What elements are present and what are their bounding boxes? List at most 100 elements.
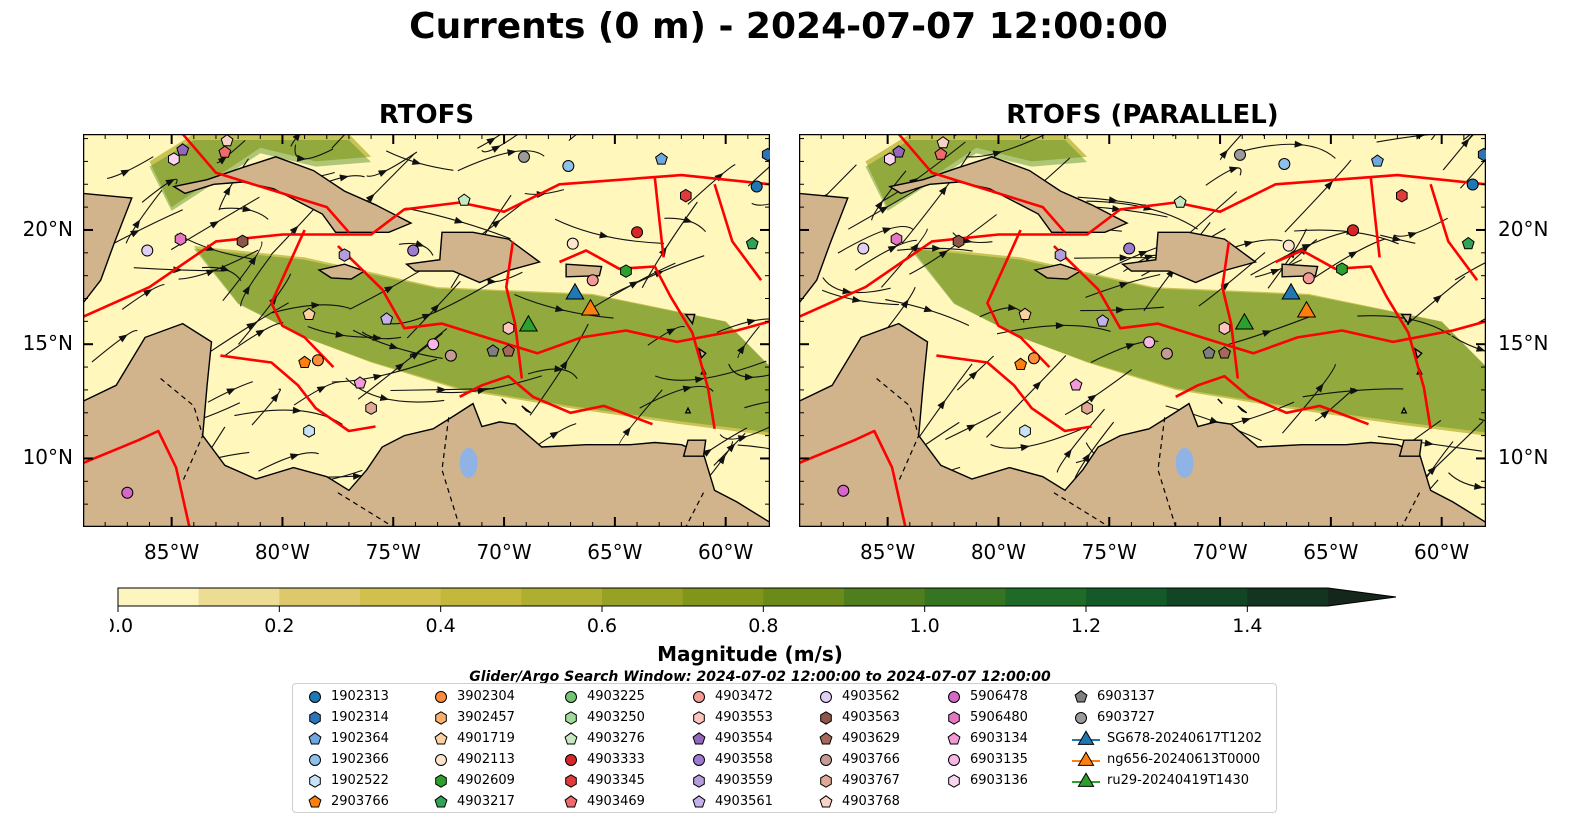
platform-marker-4903559[interactable] <box>1054 248 1067 262</box>
platform-marker-5906480[interactable] <box>174 232 187 246</box>
map-panel-rtofs-parallel[interactable] <box>799 134 1486 527</box>
current-speed-core <box>149 140 372 211</box>
legend-item: 6903135 <box>944 749 1028 770</box>
platform-marker-1902313[interactable] <box>750 180 763 193</box>
platform-marker-4902113[interactable] <box>566 237 579 250</box>
platform-marker-1902313[interactable] <box>1466 178 1479 191</box>
platform-marker-4902609[interactable] <box>1336 262 1348 276</box>
platform-marker-4903469[interactable] <box>218 145 232 158</box>
platform-marker-5906478[interactable] <box>121 486 134 499</box>
platform-marker-1902364[interactable] <box>1371 154 1384 167</box>
platform-marker-4903554[interactable] <box>176 143 190 156</box>
platform-marker-3902304[interactable] <box>1027 352 1040 365</box>
platform-marker-1902314[interactable] <box>1477 147 1486 162</box>
platform-marker-4903559[interactable] <box>338 248 351 262</box>
platform-marker-6903137[interactable] <box>1202 346 1216 359</box>
platform-marker-4903472[interactable] <box>586 274 599 287</box>
platform-marker-6903136[interactable] <box>168 152 180 166</box>
platform-marker-4903345[interactable] <box>1396 188 1408 203</box>
platform-marker-4903217[interactable] <box>1461 236 1475 250</box>
platform-marker-4903561[interactable] <box>1096 314 1110 327</box>
legend-marker-icon <box>819 794 833 807</box>
platform-marker-4903469[interactable] <box>934 147 948 160</box>
platform-marker-ng656-20240613T0000[interactable] <box>580 298 601 316</box>
platform-marker-4903629[interactable] <box>502 344 515 357</box>
flow-arrow <box>554 365 564 373</box>
platform-marker-4903563[interactable] <box>236 234 249 249</box>
platform-marker-3902304[interactable] <box>311 354 324 367</box>
platform-marker-4903562[interactable] <box>141 244 154 257</box>
platform-marker-5906480[interactable] <box>890 232 903 246</box>
platform-marker-6903727[interactable] <box>1234 148 1247 161</box>
legend-item: 4903345 <box>561 770 645 791</box>
platform-marker-4903217[interactable] <box>745 236 759 250</box>
platform-marker-1902364[interactable] <box>655 152 668 165</box>
platform-marker-6903135[interactable] <box>1143 336 1156 349</box>
platform-marker-4903767[interactable] <box>365 401 377 415</box>
platform-marker-1902366[interactable] <box>562 159 575 172</box>
platform-marker-6903135[interactable] <box>427 338 440 351</box>
platform-marker-1902314[interactable] <box>761 147 770 162</box>
platform-marker-6903727[interactable] <box>518 150 531 163</box>
lat-tick-label: 15°N <box>22 331 73 356</box>
platform-marker-SG678-20240617T1202[interactable] <box>1281 282 1301 300</box>
flow-arrow <box>316 385 327 394</box>
platform-marker-4903562[interactable] <box>857 242 870 255</box>
platform-marker-6903134[interactable] <box>353 376 367 389</box>
platform-marker-4901719[interactable] <box>1018 307 1032 320</box>
platform-marker-1902522[interactable] <box>1019 424 1031 438</box>
platform-marker-6903134[interactable] <box>1069 378 1083 391</box>
platform-marker-4903553[interactable] <box>1218 321 1231 335</box>
map-panel-rtofs[interactable] <box>83 134 770 527</box>
platform-marker-4903768[interactable] <box>936 136 950 149</box>
platform-marker-4903554[interactable] <box>892 145 906 158</box>
platform-marker-4903276[interactable] <box>457 193 471 206</box>
platform-marker-4903276[interactable] <box>1173 195 1187 208</box>
map-frame <box>799 134 1486 527</box>
lon-tick-label: 70°W <box>476 540 532 564</box>
platform-marker-6903137[interactable] <box>486 344 500 357</box>
flow-arrow <box>1138 250 1149 258</box>
legend-label: 5906480 <box>970 710 1028 725</box>
flow-arrow <box>377 169 388 177</box>
platform-marker-4903333[interactable] <box>1347 224 1360 237</box>
platform-marker-4902113[interactable] <box>1282 239 1295 252</box>
flow-arrow <box>842 287 852 295</box>
platform-marker-4903472[interactable] <box>1302 272 1315 285</box>
flow-arrow <box>430 303 440 313</box>
platform-marker-4903558[interactable] <box>407 244 420 257</box>
platform-marker-4903333[interactable] <box>631 226 644 239</box>
platform-marker-4902609[interactable] <box>620 264 632 278</box>
flow-arrow <box>682 385 693 393</box>
platform-marker-4903767[interactable] <box>1081 401 1093 415</box>
platform-marker-4903629[interactable] <box>1218 346 1231 359</box>
platform-marker-5906478[interactable] <box>837 484 850 497</box>
platform-marker-2903766[interactable] <box>1014 357 1028 370</box>
platform-marker-6903136[interactable] <box>884 152 896 166</box>
platform-marker-SG678-20240617T1202[interactable] <box>565 282 585 300</box>
platform-marker-1902366[interactable] <box>1278 157 1291 170</box>
legend-marker-icon <box>948 690 960 703</box>
land-polygon <box>172 156 413 234</box>
platform-marker-2903766[interactable] <box>298 355 312 368</box>
colorbar-bin <box>1005 588 1087 606</box>
land-polygon <box>1033 263 1083 280</box>
platform-marker-1902522[interactable] <box>303 424 315 438</box>
platform-marker-4903553[interactable] <box>502 321 515 335</box>
land-polygon <box>1413 347 1423 360</box>
platform-marker-ng656-20240613T0000[interactable] <box>1296 300 1317 318</box>
platform-marker-4903766[interactable] <box>444 349 457 362</box>
legend-marker-icon <box>308 794 322 807</box>
platform-marker-ru29-20240419T1430[interactable] <box>1234 312 1255 330</box>
platform-marker-4903766[interactable] <box>1160 347 1173 360</box>
eez-boundary <box>936 354 1092 433</box>
streamline <box>331 134 346 149</box>
platform-marker-4901719[interactable] <box>302 307 316 320</box>
legend-label: 4903225 <box>587 689 645 704</box>
platform-marker-4903561[interactable] <box>380 312 394 325</box>
platform-marker-4903768[interactable] <box>220 134 234 147</box>
platform-marker-4903345[interactable] <box>680 188 692 203</box>
platform-marker-ru29-20240419T1430[interactable] <box>518 314 539 332</box>
platform-marker-4903563[interactable] <box>952 234 965 249</box>
platform-marker-4903558[interactable] <box>1123 242 1136 255</box>
